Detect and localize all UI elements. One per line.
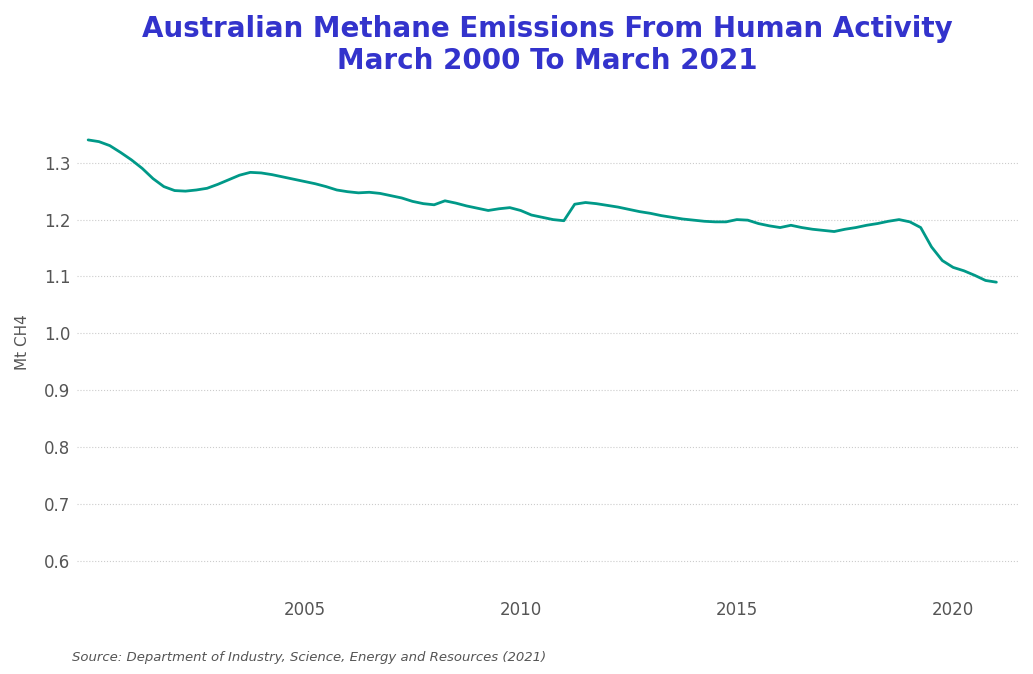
Title: Australian Methane Emissions From Human Activity
March 2000 To March 2021: Australian Methane Emissions From Human … xyxy=(143,15,953,75)
Y-axis label: Mt CH4: Mt CH4 xyxy=(15,314,30,370)
Text: Source: Department of Industry, Science, Energy and Resources (2021): Source: Department of Industry, Science,… xyxy=(72,651,546,664)
